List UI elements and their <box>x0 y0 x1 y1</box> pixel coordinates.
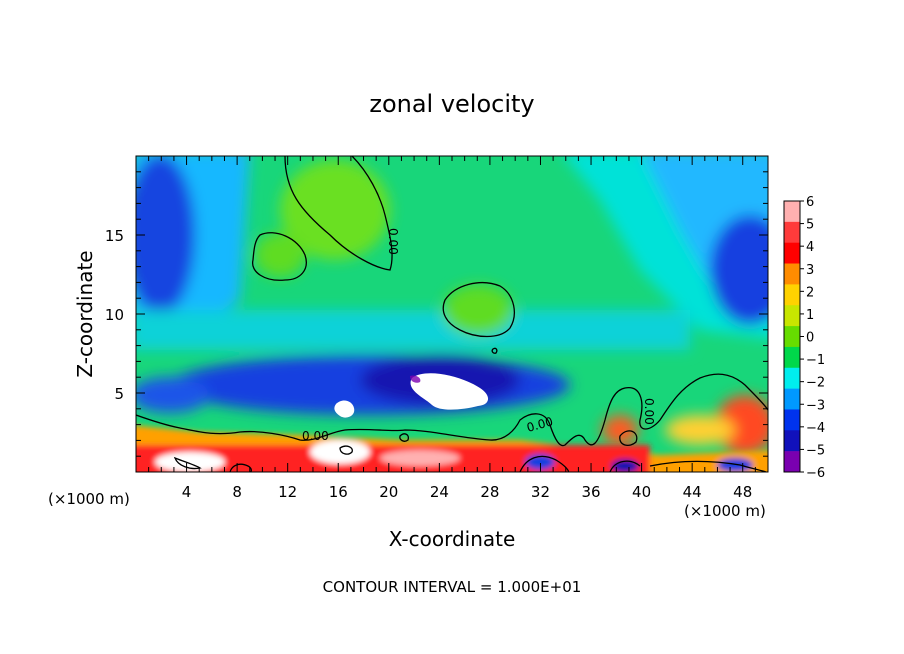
colorbar-label: 1 <box>806 308 814 323</box>
field-white-bottom-3 <box>380 450 460 466</box>
colorbar-label: 4 <box>806 240 814 255</box>
colorbar-label: 5 <box>806 218 814 233</box>
contour-small-ring-2 <box>491 347 498 354</box>
x-tick-label: 48 <box>733 483 752 501</box>
contour-mid-oval <box>442 282 515 338</box>
field-cyan-midband <box>136 310 690 350</box>
y-axis-label: Z-coordinate <box>73 250 97 377</box>
contour-label: 0.00 <box>525 414 554 434</box>
plot-area: 0.00 0.00 0.00 0.00 <box>136 156 768 472</box>
contour-bottom-5 <box>609 460 641 472</box>
x-tick-labels: 4 8 12 16 20 24 28 32 36 40 44 48 <box>182 483 752 501</box>
colorbar-label: −6 <box>806 466 825 481</box>
field-blue-right-core <box>710 215 768 325</box>
x-tick-label: 12 <box>278 483 297 501</box>
contour-bottom-2 <box>229 463 252 472</box>
x-tick-label: 20 <box>379 483 398 501</box>
colorbar-label: 3 <box>806 263 814 278</box>
x-axis-label: X-coordinate <box>389 527 516 551</box>
chart-title: zonal velocity <box>369 90 534 118</box>
x-tick-label: 4 <box>182 483 192 501</box>
colorbar-swatch <box>784 263 800 285</box>
colorbar-swatch <box>784 305 800 327</box>
colorbar-label: −3 <box>806 398 825 413</box>
colorbar-label: −2 <box>806 376 825 391</box>
y-tick-label: 15 <box>105 227 124 245</box>
x-tick-label: 8 <box>232 483 242 501</box>
y-tick-label: 10 <box>105 306 124 324</box>
field-green-blob-2 <box>255 233 305 277</box>
colorbar-swatch <box>784 367 800 389</box>
contour-right-small <box>619 430 638 447</box>
contour-upper-oval <box>284 156 393 271</box>
axis-ticks <box>136 156 768 472</box>
field-blue-left-core <box>136 156 195 315</box>
field-warm-right <box>715 395 768 455</box>
x-tick-label: 32 <box>531 483 550 501</box>
x-unit-label-right: (×1000 m) <box>684 502 766 520</box>
contour-zero-lower <box>136 373 768 447</box>
contour-interval-note: CONTOUR INTERVAL = 1.000E+01 <box>323 578 582 596</box>
y-tick-labels: 5 10 15 <box>105 227 124 403</box>
x-tick-label: 36 <box>581 483 600 501</box>
colorbar-swatch <box>784 221 800 243</box>
colorbar-swatch <box>784 242 800 264</box>
colorbar-swatch <box>784 326 800 348</box>
colorbar-swatch <box>784 284 800 306</box>
colorbar-swatch <box>784 388 800 410</box>
field-blue-layer-left <box>136 377 210 413</box>
y-tick-label: 5 <box>114 385 124 403</box>
colorbar-swatch <box>784 430 800 452</box>
x-tick-label: 44 <box>683 483 702 501</box>
colorbar-label: 0 <box>806 331 814 346</box>
colorbar-swatch <box>784 451 800 473</box>
contour-label: 0.00 <box>642 398 656 425</box>
x-tick-label: 24 <box>430 483 449 501</box>
field-green-blob-1 <box>280 160 390 260</box>
field-white-bottom-2 <box>310 440 370 464</box>
x-tick-label: 40 <box>632 483 651 501</box>
colorbar-swatch <box>784 409 800 431</box>
colorbar-label: −4 <box>806 421 825 436</box>
contour-label: 0.00 <box>302 429 329 443</box>
field-green-blob-3 <box>443 285 513 335</box>
colorbar-label: 2 <box>806 285 814 300</box>
x-tick-label: 28 <box>480 483 499 501</box>
contour-bottom-6 <box>649 460 767 472</box>
colorbar-label: −1 <box>806 353 825 368</box>
field-white-bottom-1 <box>155 452 225 472</box>
contour-bottom-4 <box>519 455 570 472</box>
colorbar: 6 5 4 3 2 1 0 −1 −2 −3 −4 −5 −6 <box>783 195 825 481</box>
colorbar-label: −5 <box>806 443 825 458</box>
x-unit-label-left: (×1000 m) <box>48 490 130 508</box>
field-white-patch-2 <box>334 400 355 418</box>
colorbar-swatch <box>784 346 800 369</box>
contour-small-oval <box>252 232 307 281</box>
contour-small-ring-1 <box>399 433 410 442</box>
contour-bottom-3 <box>339 445 353 455</box>
field-white-patch-1 <box>410 373 489 410</box>
field-blue-bottom-3 <box>717 458 753 472</box>
field-warm-right-2 <box>602 415 638 445</box>
contour-label: 0.00 <box>386 228 400 255</box>
x-tick-label: 16 <box>329 483 348 501</box>
contour-bottom-1 <box>173 456 202 470</box>
colorbar-swatch <box>784 201 800 223</box>
field-yellow-right <box>665 415 735 445</box>
colorbar-label: 6 <box>806 195 814 210</box>
field-white-patch-3 <box>410 375 421 383</box>
